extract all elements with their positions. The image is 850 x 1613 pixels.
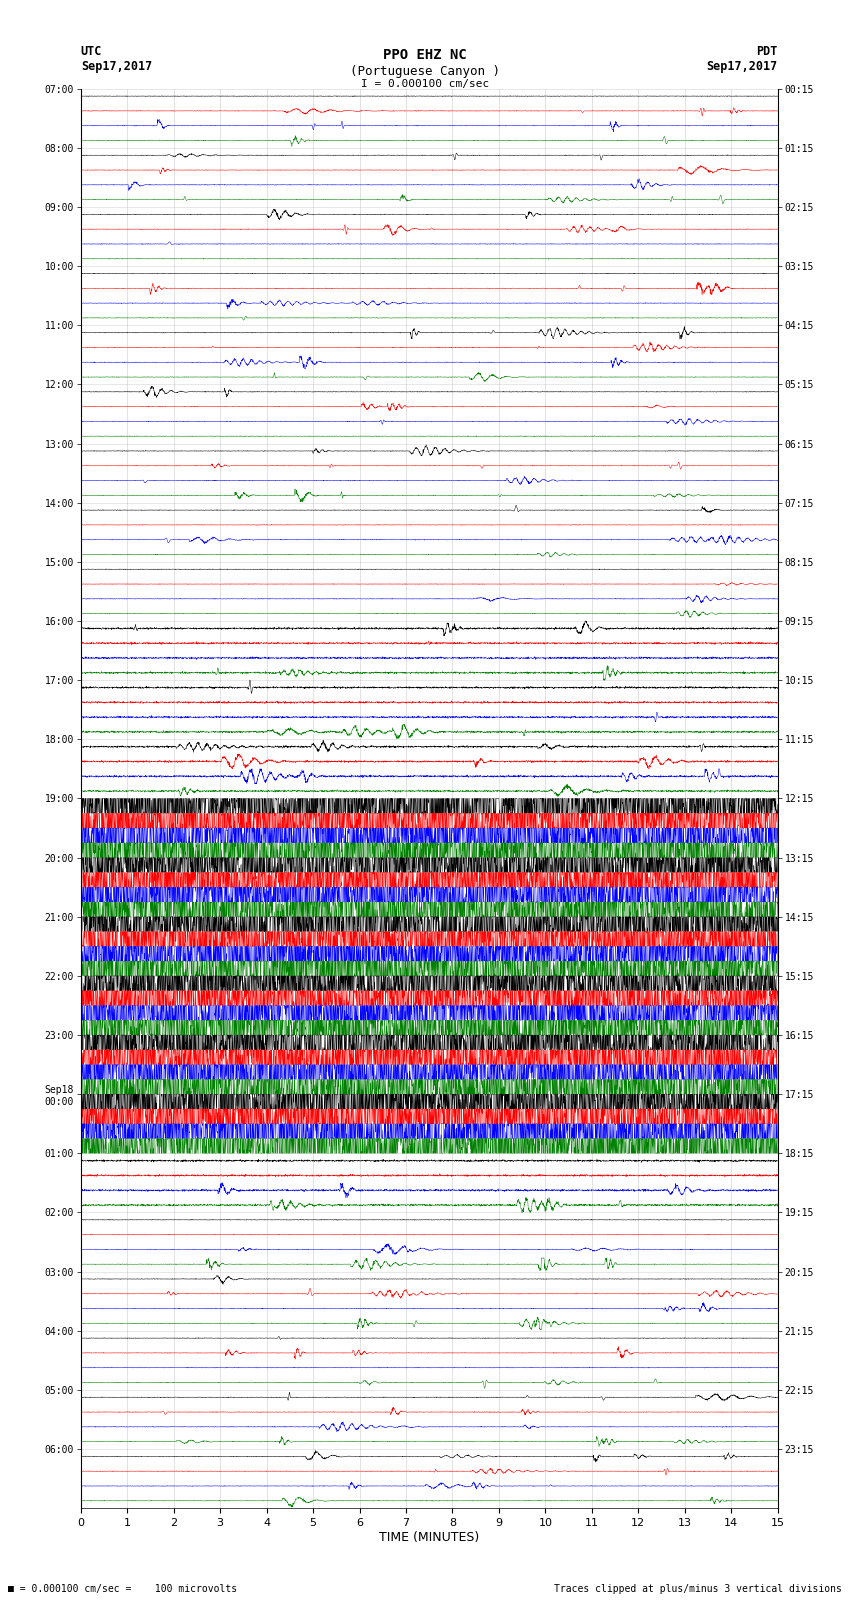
Text: ■ = 0.000100 cm/sec =    100 microvolts: ■ = 0.000100 cm/sec = 100 microvolts (8, 1584, 238, 1594)
Text: Sep17,2017: Sep17,2017 (706, 60, 778, 73)
Text: Sep17,2017: Sep17,2017 (81, 60, 152, 73)
Text: I = 0.000100 cm/sec: I = 0.000100 cm/sec (361, 79, 489, 89)
Text: PDT: PDT (756, 45, 778, 58)
Text: Traces clipped at plus/minus 3 vertical divisions: Traces clipped at plus/minus 3 vertical … (553, 1584, 842, 1594)
Text: (Portuguese Canyon ): (Portuguese Canyon ) (350, 65, 500, 77)
Text: UTC: UTC (81, 45, 102, 58)
Text: PPO EHZ NC: PPO EHZ NC (383, 48, 467, 63)
X-axis label: TIME (MINUTES): TIME (MINUTES) (379, 1531, 479, 1544)
